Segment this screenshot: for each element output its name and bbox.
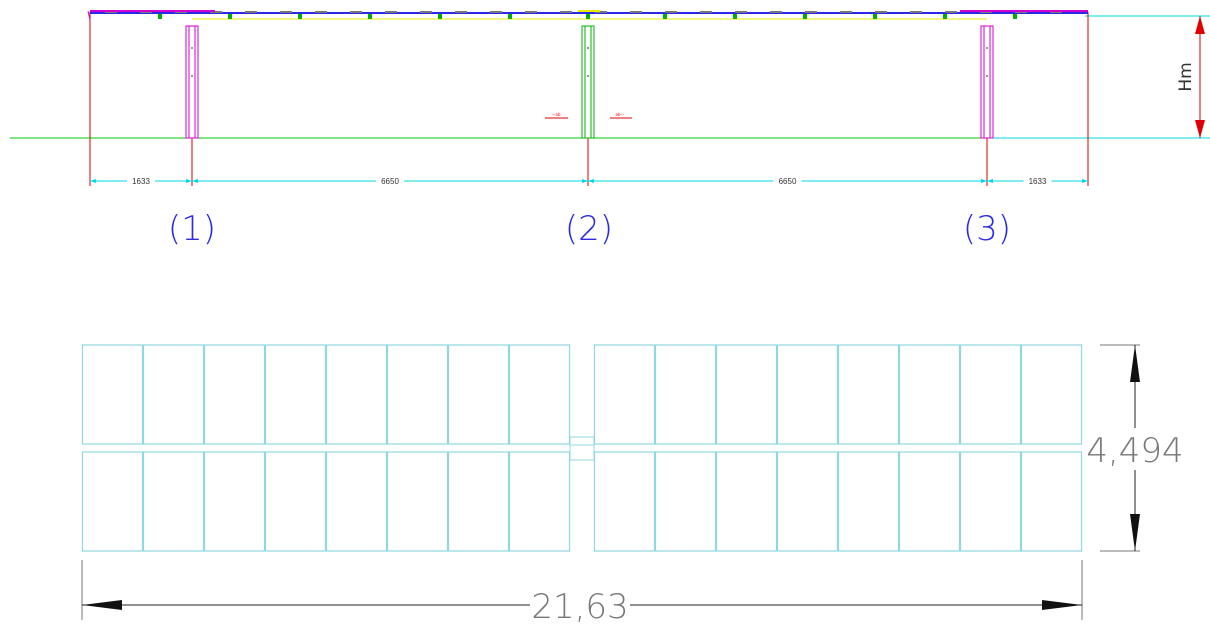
solar-panel [264,451,327,552]
column-axis-2-bolt [587,47,589,49]
span-label: 6650 [779,177,797,186]
truss-node [298,14,302,19]
span-arrow [987,179,993,183]
truss-node [1013,14,1017,19]
right-arrow-label: ab— [616,112,625,117]
solar-panel [959,451,1022,552]
solar-panel [654,451,717,552]
truss-node [158,14,162,19]
solar-panel [325,451,388,552]
span-arrow [588,179,594,183]
solar-panel [898,451,961,552]
solar-panel [776,451,839,552]
solar-panel [654,344,717,445]
depth-dim-arrow-top [1130,345,1140,382]
solar-panel [593,451,656,552]
axis-label: (2) [565,209,613,249]
elevation-view: —ab ab— Hm 1633 6650 6650 1633 (1) (2) (3) [10,10,1210,249]
truss-node [943,14,947,19]
span-label: 1633 [1029,177,1047,186]
solar-panel [776,344,839,445]
height-dim-arrow-bottom [1195,120,1205,138]
truss-node [663,14,667,19]
column-axis-3-bolt [986,47,988,49]
solar-panel [81,451,144,552]
width-dim-arrow-right [1042,600,1082,610]
solar-panel [386,344,449,445]
span-label-bg [376,176,404,186]
column-axis-3 [980,25,994,139]
depth-dim-arrow-bottom [1130,514,1140,551]
solar-panel [837,344,900,445]
width-dim-arrow-left [82,600,122,610]
column-axis-3-bolt [986,75,988,77]
solar-panel [508,451,571,552]
span-arrow [1082,179,1088,183]
span-label-bg [1023,176,1052,186]
solar-panel [142,344,205,445]
span-arrow [981,179,987,183]
span-arrow [582,179,588,183]
solar-panel [81,344,144,445]
solar-panel [386,451,449,552]
solar-panel [837,451,900,552]
column-axis-2-bolt [587,75,589,77]
column-axis-1-bolt [191,75,193,77]
solar-panel [325,344,388,445]
truss-node [508,14,512,19]
solar-panel [898,344,961,445]
plan-view: 21,63 4,494 [81,344,1184,624]
solar-panel [447,451,510,552]
solar-panel [715,344,778,445]
solar-panel [508,344,571,445]
solar-panel [715,451,778,552]
left-edge-tick [87,10,91,21]
span-label: 6650 [381,177,399,186]
truss-node [803,14,807,19]
truss-node [368,14,372,19]
truss-node [438,14,442,19]
truss-node [228,14,232,19]
solar-panel [1020,451,1083,552]
solar-panel [203,451,266,552]
solar-panel [447,344,510,445]
height-label: Hm [1176,62,1196,91]
depth-label: 4,494 [1086,431,1183,471]
height-dim-arrow-top [1195,16,1205,34]
span-arrow [192,179,198,183]
solar-panel [142,451,205,552]
axis-label: (1) [168,209,216,249]
span-label-bg [773,176,802,186]
span-label-bg [127,176,155,186]
solar-panel [593,344,656,445]
span-label: 1633 [132,177,150,186]
left-arrow-label: —ab [552,112,561,117]
column-axis-1 [185,25,199,139]
solar-panel [1020,344,1083,445]
span-arrow [90,179,96,183]
solar-panel [203,344,266,445]
column-axis-2 [581,25,595,139]
width-label: 21,63 [531,587,628,624]
center-link [569,436,595,461]
column-axis-1-bolt [191,47,193,49]
truss-node [873,14,877,19]
solar-panel [959,344,1022,445]
axis-label: (3) [963,209,1011,249]
solar-panel [264,344,327,445]
span-arrow [186,179,192,183]
truss-node [586,14,590,19]
truss-node [733,14,737,19]
